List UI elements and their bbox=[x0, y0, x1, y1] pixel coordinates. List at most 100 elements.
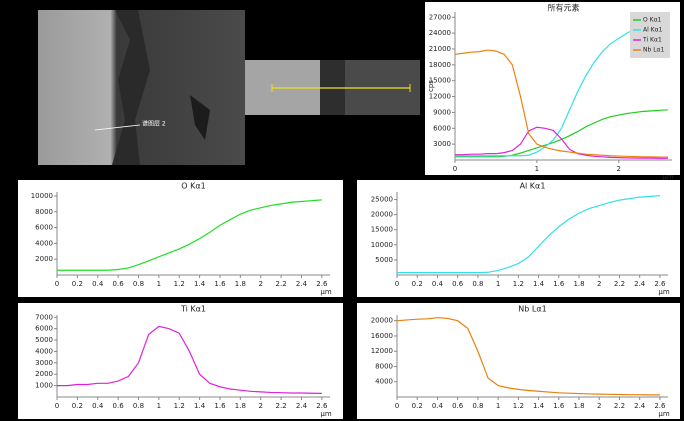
y-tick-label: 8000 bbox=[35, 208, 53, 216]
x-tick-label: 2.4 bbox=[296, 402, 308, 410]
x-tick-label: 2.2 bbox=[614, 402, 625, 410]
y-tick-label: 5000 bbox=[375, 256, 393, 264]
y-tick-label: 2000 bbox=[35, 370, 53, 378]
y-tick-label: 6000 bbox=[35, 325, 53, 333]
chart-panel: Al Kα1 5000 10000 15000 20000 25000 0 0.2 0.4 0.6… bbox=[357, 180, 680, 297]
x-tick-label: 1.2 bbox=[513, 402, 524, 410]
y-tick-label: 21000 bbox=[429, 45, 451, 53]
x-unit: μm bbox=[320, 410, 331, 418]
y-tick-label: 4000 bbox=[375, 378, 393, 386]
y-tick-label: 20000 bbox=[371, 211, 393, 219]
x-tick-label: 2.6 bbox=[654, 280, 666, 288]
y-tick-label: 3000 bbox=[433, 140, 451, 148]
x-tick-label: 2.4 bbox=[634, 402, 646, 410]
x-unit: μm bbox=[320, 288, 331, 296]
panel-background bbox=[18, 303, 343, 419]
x-tick-label: 0.4 bbox=[92, 280, 104, 288]
x-tick-label: 2 bbox=[617, 165, 621, 173]
x-tick-label: 2.4 bbox=[296, 280, 308, 288]
y-label: cps bbox=[427, 80, 435, 92]
chart-panel: Nb Lα1 4000 8000 12000 16000 20000 0 0.2 0.4 0.6 0… bbox=[357, 303, 680, 419]
x-tick-label: 2 bbox=[597, 402, 601, 410]
chart-title: 所有元素 bbox=[548, 3, 580, 13]
x-tick-label: 0.4 bbox=[432, 402, 444, 410]
x-tick-label: 0.8 bbox=[472, 280, 483, 288]
sem-boundary bbox=[112, 10, 150, 165]
y-tick-label: 15000 bbox=[371, 226, 393, 234]
x-tick-label: 2.2 bbox=[276, 402, 287, 410]
x-tick-label: 1.6 bbox=[553, 402, 565, 410]
panel-background bbox=[18, 180, 343, 297]
x-unit: μm bbox=[662, 173, 673, 181]
spectrum-label: 谱图层 2 bbox=[142, 120, 166, 128]
y-tick-label: 24000 bbox=[429, 29, 451, 37]
x-tick-label: 1.2 bbox=[174, 402, 185, 410]
chart-title: Ti Kα1 bbox=[180, 305, 206, 314]
x-tick-label: 0 bbox=[55, 402, 59, 410]
x-tick-label: 0.8 bbox=[133, 402, 144, 410]
y-tick-label: 16000 bbox=[371, 332, 393, 340]
sem-pore bbox=[190, 95, 210, 140]
legend-label: Ti Kα1 bbox=[642, 37, 662, 44]
x-tick-label: 0.6 bbox=[113, 280, 125, 288]
sem-image: 谱图层 2 bbox=[38, 10, 245, 165]
x-tick-label: 0.8 bbox=[472, 402, 483, 410]
x-tick-label: 1 bbox=[535, 165, 539, 173]
y-tick-label: 15000 bbox=[429, 77, 451, 85]
chart-panel: O Kα1 2000 4000 6000 8000 10000 0 0.2 0.4 0.6 0.8 1… bbox=[18, 180, 343, 297]
x-tick-label: 2.6 bbox=[316, 280, 328, 288]
y-tick-label: 12000 bbox=[429, 93, 451, 101]
x-tick-label: 2.2 bbox=[614, 280, 625, 288]
x-tick-label: 0.2 bbox=[72, 402, 83, 410]
data-line bbox=[57, 325, 322, 394]
x-tick-label: 0 bbox=[395, 402, 399, 410]
label-pointer bbox=[94, 124, 141, 131]
x-tick-label: 1 bbox=[157, 402, 161, 410]
x-tick-label: 0.2 bbox=[412, 280, 423, 288]
x-tick-label: 1.8 bbox=[573, 402, 584, 410]
x-tick-label: 0.6 bbox=[113, 402, 125, 410]
y-tick-label: 9000 bbox=[433, 108, 451, 116]
x-tick-label: 1.4 bbox=[533, 280, 545, 288]
x-tick-label: 1.4 bbox=[194, 402, 206, 410]
chart-panel: 所有元素 3000 6000 9000 12000 15000 18000 21000 2400… bbox=[425, 2, 680, 181]
y-tick-label: 10000 bbox=[371, 241, 393, 249]
x-tick-label: 1.4 bbox=[533, 402, 545, 410]
data-line bbox=[57, 199, 322, 271]
x-tick-label: 1.2 bbox=[513, 280, 524, 288]
y-tick-label: 10000 bbox=[31, 192, 53, 200]
y-tick-label: 8000 bbox=[375, 362, 393, 370]
x-tick-label: 1.6 bbox=[553, 280, 565, 288]
x-tick-label: 0 bbox=[453, 165, 457, 173]
y-tick-label: 5000 bbox=[35, 336, 53, 344]
legend-label: Al Kα1 bbox=[643, 27, 663, 34]
chart-panel: Ti Kα1 1000 2000 3000 4000 5000 6000 7000 0 0.2 0.… bbox=[18, 303, 343, 419]
x-unit: μm bbox=[658, 410, 669, 418]
data-line bbox=[397, 195, 660, 274]
x-tick-label: 0.8 bbox=[133, 280, 144, 288]
y-tick-label: 6000 bbox=[35, 224, 53, 232]
y-tick-label: 20000 bbox=[371, 317, 393, 325]
y-tick-label: 6000 bbox=[433, 124, 451, 132]
x-tick-label: 0.4 bbox=[92, 402, 104, 410]
x-tick-label: 1.2 bbox=[174, 280, 185, 288]
x-tick-label: 0.6 bbox=[452, 280, 464, 288]
x-tick-label: 0.2 bbox=[72, 280, 83, 288]
x-tick-label: 1.6 bbox=[214, 402, 226, 410]
x-tick-label: 0.6 bbox=[452, 402, 464, 410]
x-tick-label: 0 bbox=[395, 280, 399, 288]
y-tick-label: 25000 bbox=[371, 196, 393, 204]
charts: 所有元素300060009000120001500018000210002400… bbox=[18, 2, 680, 419]
x-tick-label: 2 bbox=[597, 280, 601, 288]
y-tick-label: 4000 bbox=[35, 239, 53, 247]
legend-label: Nb Lα1 bbox=[643, 47, 665, 54]
y-tick-label: 27000 bbox=[429, 13, 451, 21]
x-tick-label: 2.6 bbox=[316, 402, 328, 410]
chart-title: Al Kα1 bbox=[520, 182, 546, 191]
x-tick-label: 1 bbox=[496, 402, 500, 410]
data-line bbox=[454, 49, 668, 158]
chart-title: O Kα1 bbox=[181, 182, 205, 191]
chart-title: Nb Lα1 bbox=[518, 305, 546, 314]
data-line bbox=[396, 317, 660, 396]
